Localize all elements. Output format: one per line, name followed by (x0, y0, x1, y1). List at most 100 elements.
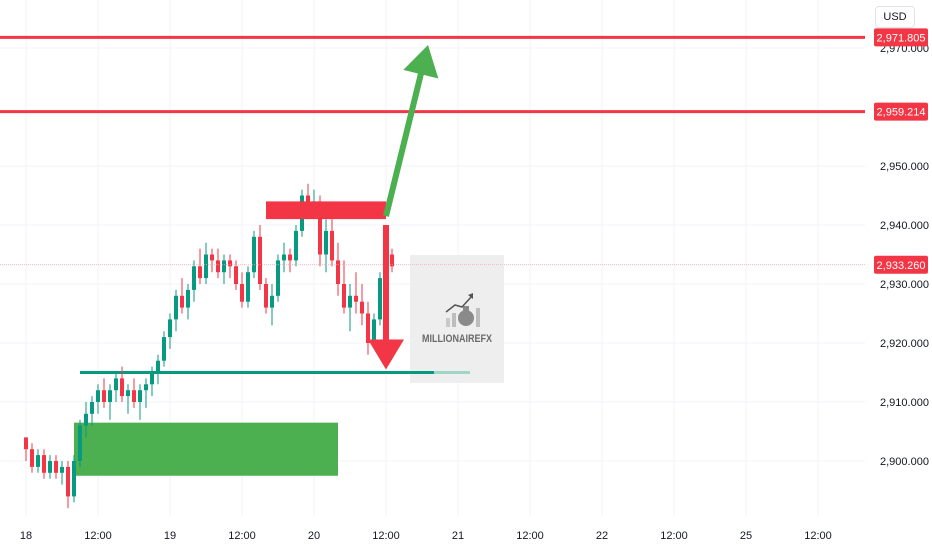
growth-bar-icon (452, 313, 456, 327)
price-tag (874, 102, 928, 121)
candle-body (186, 289, 190, 308)
candle-body (210, 254, 214, 261)
candle-body (120, 378, 124, 397)
candle-body (54, 461, 58, 473)
candle-body (360, 301, 364, 314)
candle-body (192, 266, 196, 290)
candle-body (372, 319, 376, 343)
candle-body (348, 295, 352, 308)
candle-body (138, 390, 142, 402)
time-tick-label: 12:00 (660, 530, 688, 542)
money-bag-growth-icon (445, 293, 480, 327)
candle-body (114, 378, 118, 391)
time-tick-label: 12:00 (804, 530, 832, 542)
time-tick-label: 21 (452, 530, 464, 542)
candle-body (228, 260, 232, 267)
candle-body (270, 295, 274, 308)
candle-body (48, 461, 52, 473)
candle-body (276, 260, 280, 296)
candle-body (174, 295, 178, 320)
growth-bar-icon (476, 308, 480, 327)
candle-body (264, 284, 268, 308)
candle-body (60, 466, 64, 473)
time-tick-label: 12:00 (516, 530, 544, 542)
candle-body (288, 254, 292, 261)
time-tick-label: 25 (740, 530, 752, 542)
bullish-projection-arrow[interactable] (383, 45, 439, 217)
watermark: MILLIONAIREFX (410, 255, 504, 383)
candle-body (240, 284, 244, 302)
time-tick-label: 12:00 (228, 530, 256, 542)
bearish-projection-arrow[interactable] (368, 225, 404, 370)
candle-body (24, 437, 28, 450)
candle-body (234, 266, 238, 284)
candle-body (144, 384, 148, 391)
growth-arrowhead-icon (468, 293, 473, 299)
price-tick-label: 2,940.000 (880, 220, 929, 232)
growth-arrow-icon (445, 295, 473, 313)
time-axis-panel (0, 515, 865, 550)
candle-body (168, 319, 172, 338)
candle-body (318, 201, 322, 255)
candle-body (162, 337, 166, 361)
price-tag (874, 28, 928, 47)
money-bag-neck-icon (463, 306, 469, 311)
candle-body (366, 313, 370, 343)
price-tag-label: 2,933.260 (877, 260, 926, 272)
candle-body (66, 466, 70, 497)
price-tick-label: 2,950.000 (880, 161, 929, 173)
candle-body (72, 461, 76, 497)
candle-body (132, 390, 136, 402)
price-tick-label: 2,930.000 (880, 279, 929, 291)
candle-body (324, 230, 328, 255)
candle-body (96, 390, 100, 402)
candle-body (258, 236, 262, 284)
candle-body (78, 425, 82, 461)
watermark-brand: MILLIONAIREFX (422, 333, 493, 345)
candle-body (84, 413, 88, 426)
candle-body (216, 260, 220, 273)
price-tag-label: 2,959.214 (877, 107, 926, 119)
price-tick-label: 2,920.000 (880, 338, 929, 350)
time-tick-label: 18 (20, 530, 32, 542)
price-axis[interactable]: 2,970.0002,950.0002,940.0002,930.0002,92… (865, 0, 932, 550)
candle-body (204, 254, 208, 279)
candle-body (330, 230, 334, 261)
price-tag (874, 255, 928, 274)
growth-bar-icon (446, 318, 450, 327)
candle-body (30, 449, 34, 467)
price-tag-label: 2,971.805 (877, 32, 926, 44)
candle-body (378, 278, 382, 320)
candle-body (36, 455, 40, 467)
candle-body (252, 236, 256, 273)
money-bag-icon (458, 310, 474, 326)
candle-body (180, 295, 184, 308)
demand-zone[interactable] (74, 422, 338, 476)
time-tick-label: 22 (596, 530, 608, 542)
candle-body (126, 390, 130, 397)
candle-body (198, 266, 202, 279)
candle-body (336, 260, 340, 284)
time-axis[interactable]: 18 12:00 19 12:00 20 12:00 21 12:00 22 12:00 25 12:… (0, 515, 865, 550)
candle-body (294, 230, 298, 261)
candle-body (90, 402, 94, 414)
time-tick-label: 20 (308, 530, 320, 542)
currency-button[interactable]: USD (875, 6, 915, 28)
candle-body (282, 254, 286, 261)
candle-body (222, 260, 226, 273)
supply-box[interactable] (266, 201, 386, 220)
candle-body (156, 360, 160, 373)
price-tick-label: 2,910.000 (880, 397, 929, 409)
time-tick-label: 12:00 (372, 530, 400, 542)
price-axis-panel (865, 0, 932, 550)
candle-body (390, 254, 394, 267)
time-tick-label: 12:00 (84, 530, 112, 542)
price-tick-label: 2,900.000 (880, 456, 929, 468)
candle-body (42, 455, 46, 473)
time-tick-label: 19 (164, 530, 176, 542)
candle-body (342, 284, 346, 308)
candle-body (108, 390, 112, 402)
candle-body (102, 390, 106, 402)
watermark-panel (410, 255, 504, 383)
